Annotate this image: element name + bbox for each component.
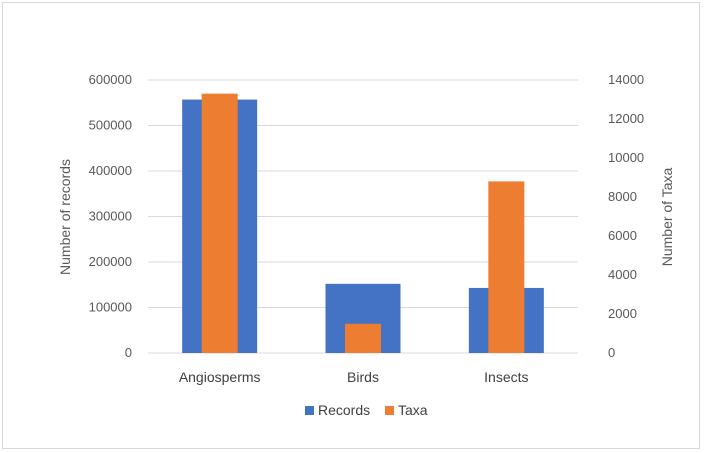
taxa-bar-birds [345,323,381,353]
legend-records-label: Records [318,402,370,418]
right-tick-label: 4000 [608,267,637,282]
left-tick-label: 600000 [89,72,132,87]
right-tick-label: 8000 [608,189,637,204]
legend-records-swatch [305,406,314,415]
legend-taxa-label: Taxa [398,402,428,418]
y-left-axis-title: Number of records [57,159,73,275]
legend-taxa-swatch [385,406,394,415]
category-labels: Angiosperms Birds Insects [179,369,529,385]
left-tick-label: 100000 [89,300,132,315]
category-label: Angiosperms [179,369,261,385]
right-axis-ticks: 0 2000 4000 6000 8000 10000 12000 14000 [608,72,644,360]
category-label: Birds [347,369,379,385]
right-tick-label: 2000 [608,306,637,321]
left-axis-ticks: 0 100000 200000 300000 400000 500000 600000 [89,72,132,360]
left-tick-label: 0 [125,345,132,360]
left-tick-label: 300000 [89,209,132,224]
left-tick-label: 200000 [89,254,132,269]
left-tick-label: 500000 [89,118,132,133]
chart-frame [2,2,700,449]
right-tick-label: 6000 [608,228,637,243]
right-tick-label: 10000 [608,150,644,165]
category-label: Insects [484,369,528,385]
left-tick-label: 400000 [89,163,132,178]
right-tick-label: 0 [608,345,615,360]
y-right-axis-title: Number of Taxa [659,168,675,267]
taxa-bars [201,93,525,354]
taxa-bar-angiosperms [201,93,238,354]
legend: Records Taxa [305,402,428,418]
right-tick-label: 12000 [608,111,644,126]
right-tick-label: 14000 [608,72,644,87]
taxa-bar-insects [488,181,525,353]
